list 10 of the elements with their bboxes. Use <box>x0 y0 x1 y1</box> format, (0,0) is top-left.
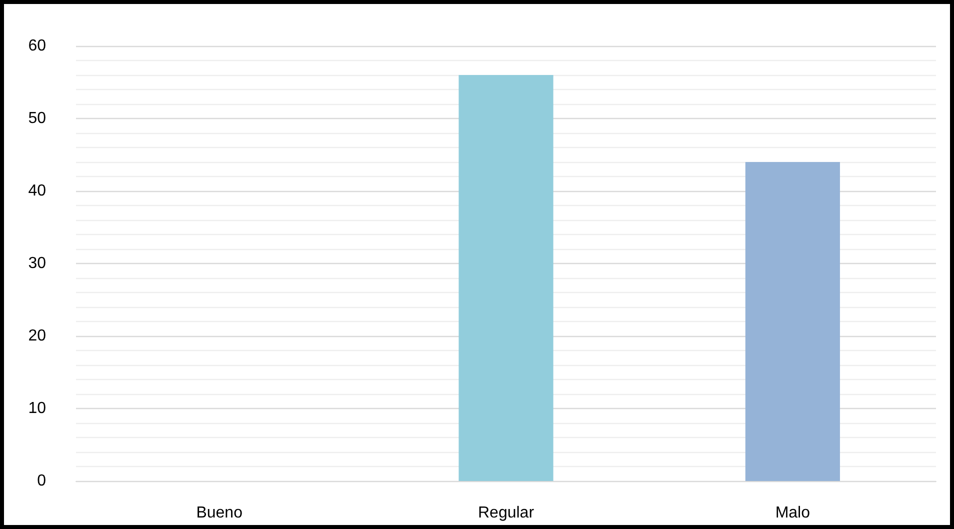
y-tick-label: 20 <box>28 328 46 344</box>
y-tick-label: 50 <box>28 110 46 127</box>
y-tick-label: 60 <box>28 38 46 54</box>
x-tick-label: Bueno <box>196 504 243 522</box>
y-tick-label: 40 <box>28 182 46 200</box>
y-tick-label: 30 <box>28 255 46 272</box>
x-tick-label: Regular <box>478 504 535 522</box>
y-tick-label: 10 <box>28 400 46 417</box>
y-tick-label: 0 <box>37 472 46 490</box>
x-tick-label: Malo <box>775 504 810 522</box>
